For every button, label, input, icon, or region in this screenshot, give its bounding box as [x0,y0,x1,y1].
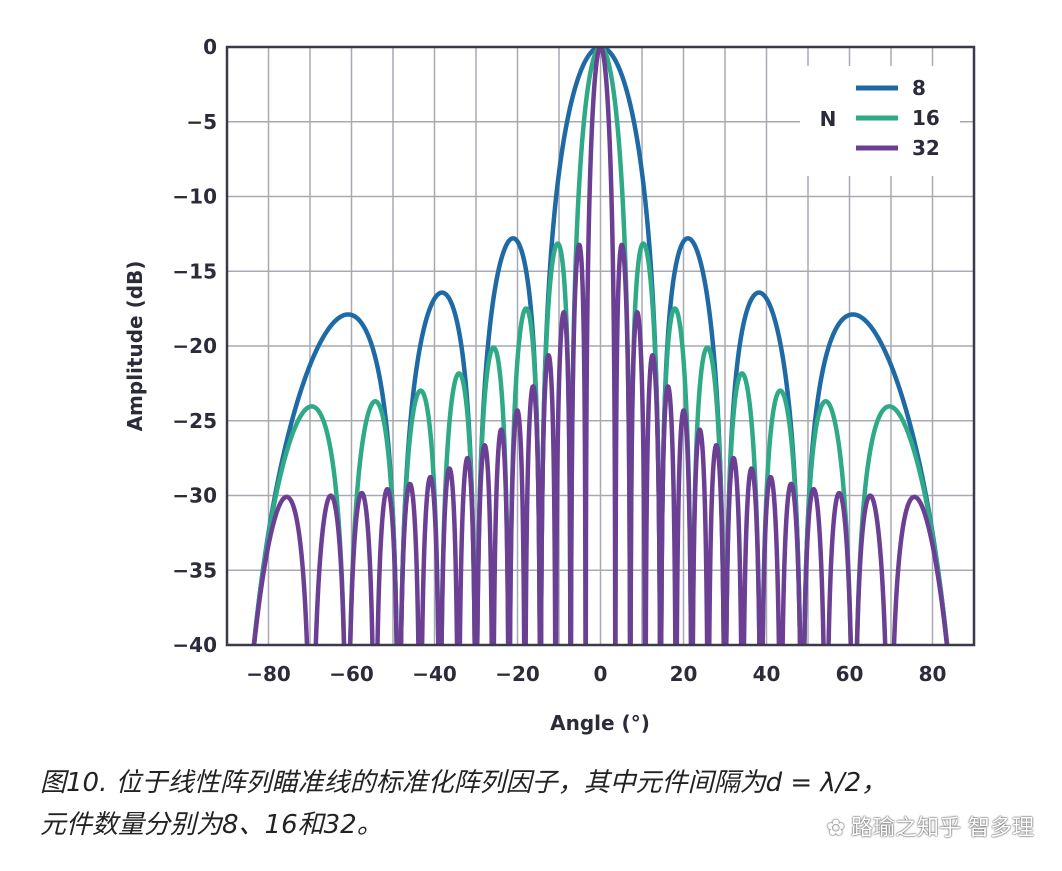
x-axis-label: Angle (°) [550,711,650,735]
series-curves [251,47,950,645]
legend-entry-16: 16 [912,106,940,130]
watermark: ✿ 路瑜之知乎 智多理 [827,810,1034,842]
y-tick-label: −10 [172,185,217,209]
x-tick-labels: −80 −60 −40 −20 0 20 40 60 80 [246,662,946,686]
x-tick-label: −60 [329,662,374,686]
y-tick-label: 0 [203,35,217,59]
series-line-8 [251,47,950,645]
y-tick-label: −15 [172,259,217,283]
y-tick-label: −20 [172,334,217,358]
x-tick-label: 80 [919,662,947,686]
y-axis-label: Amplitude (dB) [123,261,147,432]
array-factor-chart: 0 −5 −10 −15 −20 −25 −30 −35 −40 −80 −60 −40 −20 0 20… [123,35,976,735]
legend-title: N [820,107,837,131]
wechat-icon: ✿ [826,816,845,841]
y-tick-label: −40 [172,633,217,657]
legend: N 8 16 32 [800,66,960,176]
y-tick-label: −35 [172,558,217,582]
y-tick-labels: 0 −5 −10 −15 −20 −25 −30 −35 −40 [172,35,217,657]
legend-entry-8: 8 [912,76,926,100]
figure-caption: 图10. 位于线性阵列瞄准线的标准化阵列因子，其中元件间隔为d = λ/2， 元… [40,762,1050,846]
y-tick-label: −25 [172,409,217,433]
x-tick-label: 0 [594,662,608,686]
y-tick-label: −30 [172,484,217,508]
plot-frame [225,45,976,647]
x-tick-label: 20 [670,662,698,686]
x-tick-label: −20 [495,662,540,686]
x-tick-label: 40 [753,662,781,686]
caption-line-2: 元件数量分别为8、16和32。 [40,810,383,840]
series-line-16 [251,47,950,645]
caption-line-1: 图10. 位于线性阵列瞄准线的标准化阵列因子，其中元件间隔为d = λ/2， [40,768,888,798]
series-line-32 [251,47,950,645]
y-tick-label: −5 [186,110,217,134]
legend-entry-32: 32 [912,136,940,160]
x-tick-label: −40 [412,662,457,686]
x-tick-label: −80 [246,662,291,686]
legend-background [800,66,960,176]
x-tick-label: 60 [836,662,864,686]
watermark-text: 路瑜之知乎 智多理 [851,816,1034,841]
